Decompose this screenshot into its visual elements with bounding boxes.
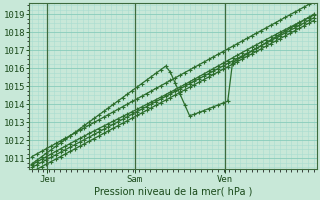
X-axis label: Pression niveau de la mer( hPa ): Pression niveau de la mer( hPa ) xyxy=(94,187,252,197)
